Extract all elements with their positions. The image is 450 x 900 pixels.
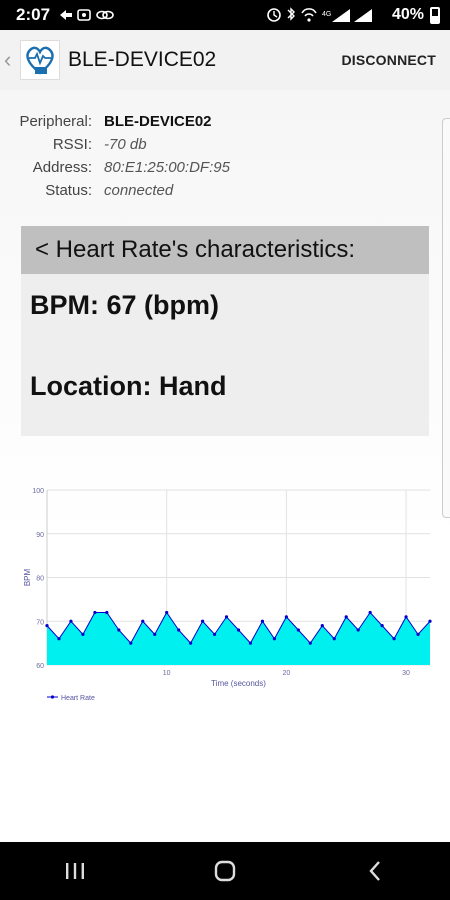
x-axis-label: Time (seconds) (211, 679, 266, 688)
back-arrow-icon (369, 861, 380, 881)
system-status-icons: 4G (267, 7, 372, 22)
y-tick-label: 90 (36, 532, 44, 539)
peripheral-label: Peripheral: (19, 113, 92, 130)
recent-apps-button[interactable] (45, 851, 105, 891)
address-value: 80:E1:25:00:DF:95 (104, 159, 230, 176)
heart-rate-point (368, 610, 372, 615)
heart-rate-point (320, 624, 324, 628)
heart-rate-point (81, 632, 85, 636)
location-value: Location: Hand (30, 371, 227, 401)
heart-rate-point (332, 637, 336, 641)
heart-rate-point (153, 632, 157, 636)
legend-marker (50, 695, 55, 699)
heart-rate-point (212, 632, 217, 636)
y-tick-label: 100 (32, 488, 44, 495)
y-tick-label: 60 (36, 663, 44, 670)
heart-rate-point (284, 615, 288, 619)
home-icon (214, 860, 236, 882)
heart-rate-point (200, 619, 205, 623)
app-logo (20, 40, 60, 80)
rssi-value: -70 db (104, 136, 147, 153)
peripheral-row: Peripheral: BLE-DEVICE02 (0, 110, 450, 133)
y-tick-label: 70 (36, 619, 44, 626)
heart-rate-point (93, 610, 97, 615)
heart-rate-card: < Heart Rate's characteristics: BPM: 67 … (21, 226, 429, 436)
x-tick-label: 30 (402, 670, 410, 677)
heart-rate-point (260, 619, 265, 623)
notification-icons (58, 8, 128, 22)
recent-apps-icon (66, 863, 84, 879)
status-label: Status: (45, 182, 92, 199)
app-bar: ‹ BLE-DEVICE02 DISCONNECT (0, 30, 450, 90)
disconnect-button[interactable]: DISCONNECT (341, 52, 436, 68)
heart-rate-point (189, 641, 193, 645)
status-time: 2:07 (16, 5, 51, 24)
heart-rate-point (380, 624, 384, 628)
heart-rate-point (308, 641, 312, 645)
status-row: Status: connected (0, 179, 450, 202)
heart-rate-point (344, 615, 348, 619)
navigation-bar (0, 842, 450, 900)
heart-rate-point (117, 628, 121, 632)
main-content: Peripheral: BLE-DEVICE02 RSSI: -70 db Ad… (0, 90, 450, 842)
heart-rate-point (236, 628, 241, 632)
heart-rate-point (392, 637, 396, 641)
heart-rate-point (248, 641, 253, 645)
heart-logo-icon (26, 46, 54, 75)
heart-rate-point (141, 619, 145, 623)
heart-rate-area (47, 612, 430, 665)
y-axis-label: BPM (23, 569, 32, 587)
heart-rate-point (272, 637, 277, 641)
heart-rate-point (177, 628, 181, 632)
heart-rate-chart: 60 70 80 90 100 10 20 30 Time (seconds) BPM Heart … (23, 488, 432, 702)
status-bar: 2:07 4G 40% (0, 0, 450, 30)
rssi-label: RSSI: (52, 136, 92, 153)
heart-rate-point (57, 637, 61, 641)
address-row: Address: 80:E1:25:00:DF:95 (0, 156, 450, 179)
home-button[interactable] (195, 851, 255, 891)
battery-icon (430, 6, 440, 24)
side-drawer-handle[interactable] (442, 118, 450, 518)
notification-icons-svg (60, 9, 114, 21)
heart-rate-point (165, 610, 169, 615)
heart-rate-point (296, 628, 300, 632)
rssi-row: RSSI: -70 db (0, 133, 450, 156)
x-tick-label: 20 (282, 670, 290, 677)
x-tick-label: 10 (163, 670, 171, 677)
back-button[interactable] (345, 851, 405, 891)
heart-rate-point (105, 610, 109, 615)
heart-rate-point (356, 628, 360, 632)
battery-percentage: 40% (391, 6, 424, 23)
heart-rate-point (45, 624, 49, 628)
heart-rate-point (69, 619, 73, 623)
peripheral-value: BLE-DEVICE02 (104, 113, 212, 130)
heart-rate-point (404, 615, 408, 619)
heart-rate-point (224, 615, 229, 619)
back-icon[interactable]: ‹ (4, 47, 12, 72)
device-info: Peripheral: BLE-DEVICE02 RSSI: -70 db Ad… (0, 110, 450, 202)
bpm-value: BPM: 67 (bpm) (30, 290, 219, 320)
heart-rate-point (416, 632, 420, 636)
svg-text:4G: 4G (322, 11, 331, 18)
address-label: Address: (32, 159, 92, 176)
y-tick-label: 80 (36, 576, 44, 583)
status-value: connected (104, 182, 174, 199)
device-title: BLE-DEVICE02 (68, 48, 217, 71)
characteristics-header[interactable]: < Heart Rate's characteristics: (21, 226, 429, 274)
heart-rate-point (129, 641, 133, 645)
heart-rate-point (428, 619, 432, 623)
legend-label: Heart Rate (61, 695, 95, 702)
